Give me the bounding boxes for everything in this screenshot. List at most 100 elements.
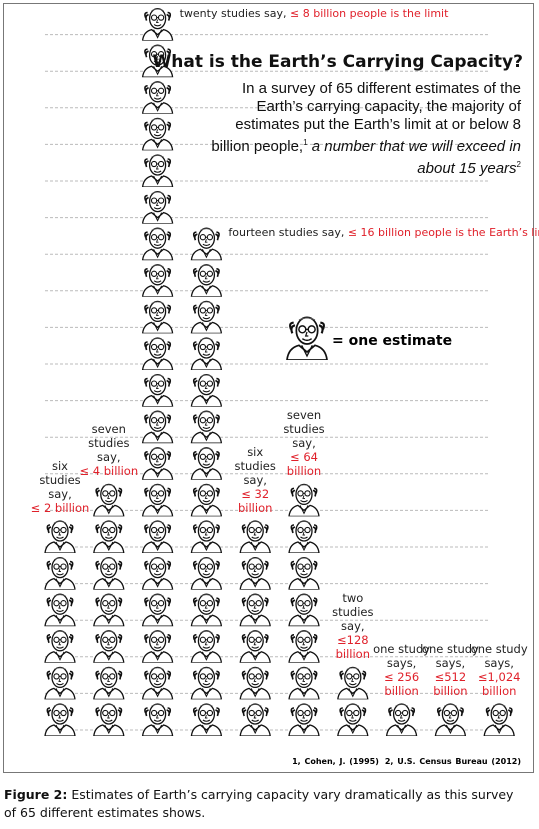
person-icon — [288, 666, 320, 700]
person-icon — [141, 593, 174, 627]
footnote-ref: 1 — [303, 138, 308, 147]
chart — [44, 7, 516, 736]
column-label: seven studies say, ≤ 4 billion — [79, 422, 139, 478]
label-text: seven studies say, — [88, 422, 130, 465]
person-icon — [190, 666, 223, 700]
label-text: one study says, — [421, 642, 479, 670]
limit-text: ≤128 billion — [335, 633, 370, 662]
person-icon — [288, 556, 320, 590]
chart-subtitle: In a survey of 65 different estimates of… — [201, 80, 521, 178]
person-icon — [239, 703, 272, 736]
person-icon — [288, 593, 320, 627]
person-icon — [93, 483, 125, 517]
person-icon — [141, 7, 174, 41]
limit-text: ≤ 16 billion people is the Earth’s limit — [347, 226, 539, 240]
caption: Figure 2: Estimates of Earth’s carrying … — [4, 786, 524, 822]
icon-column — [239, 520, 272, 736]
person-icon — [190, 373, 223, 407]
person-icon — [239, 629, 272, 663]
column-label: two studies say, ≤128 billion — [323, 591, 383, 661]
icon-column — [190, 227, 223, 736]
person-icon — [141, 629, 174, 663]
legend-icon — [285, 316, 329, 360]
person-icon — [141, 666, 174, 700]
person-icon — [141, 337, 174, 370]
person-icon — [93, 593, 125, 627]
person-icon — [483, 703, 516, 736]
person-icon — [141, 483, 174, 517]
person-icon — [239, 520, 272, 553]
icon-column — [288, 483, 320, 736]
person-icon — [239, 593, 272, 627]
label-text: one study says, — [373, 642, 431, 670]
footnote: 2, U.S. Census Bureau (2012) — [384, 757, 521, 766]
label-text: seven studies say, — [283, 408, 325, 451]
person-icon — [141, 190, 174, 224]
person-icon — [141, 227, 174, 261]
person-icon — [190, 520, 223, 553]
icon-column — [483, 703, 516, 736]
person-icon — [141, 373, 174, 407]
person-icon — [288, 629, 320, 663]
person-icon — [190, 227, 223, 261]
person-icon — [239, 666, 272, 700]
icon-column — [44, 520, 76, 736]
person-icon — [288, 483, 320, 517]
person-icon — [190, 337, 223, 370]
person-icon — [190, 263, 223, 297]
label-text: six studies say, — [234, 445, 276, 487]
person-icon — [190, 556, 223, 590]
person-icon — [44, 520, 76, 553]
person-icon — [141, 410, 174, 444]
subtitle-text: In a survey of 65 different estimates of… — [211, 80, 521, 155]
column-label: six studies say, ≤ 32 billion — [225, 445, 285, 515]
legend-label: = one estimate — [332, 333, 453, 349]
person-icon — [190, 483, 223, 517]
person-icon — [141, 263, 174, 297]
column-label: one study says, ≤ 256 billion — [372, 642, 432, 698]
person-icon — [93, 666, 125, 700]
person-icon — [141, 703, 174, 736]
footnote: 1, Cohen, J. (1995) — [292, 757, 379, 766]
icon-column — [93, 483, 125, 736]
caption-text: Estimates of Earth’s carrying capacity v… — [4, 787, 514, 820]
column-label: seven studies say, ≤ 64 billion — [274, 408, 334, 478]
subtitle-emphasis: a number that we will exceed in about 15… — [311, 138, 521, 177]
person-icon — [141, 556, 174, 590]
limit-text: ≤ 2 billion — [30, 501, 90, 515]
person-icon — [141, 300, 174, 334]
person-icon — [141, 520, 174, 553]
person-icon — [190, 703, 223, 736]
column-label: one study says, ≤512 billion — [420, 642, 480, 698]
footnotes: 1, Cohen, J. (1995) 2, U.S. Census Bureau… — [286, 757, 521, 766]
person-icon — [44, 666, 76, 700]
person-icon — [141, 446, 174, 480]
person-icon — [288, 703, 320, 736]
person-icon — [93, 520, 125, 553]
person-icon — [239, 556, 272, 590]
limit-text: ≤1,024 billion — [477, 670, 521, 698]
limit-text: ≤ 64 billion — [286, 450, 322, 479]
person-icon — [190, 593, 223, 627]
chart-title: What is the Earth’s Carrying Capacity? — [152, 52, 523, 72]
label-text: fourteen studies say, — [228, 226, 345, 240]
limit-text: ≤ 8 billion people is the limit — [290, 6, 449, 20]
column-label: twenty studies say, ≤ 8 billion people i… — [180, 7, 449, 21]
footnote-ref: 2 — [516, 160, 521, 169]
person-icon — [190, 446, 223, 480]
person-icon — [93, 556, 125, 590]
person-icon — [141, 154, 174, 187]
column-label: one study says, ≤1,024 billion — [469, 642, 529, 698]
person-icon — [336, 703, 369, 736]
icon-column — [141, 7, 174, 736]
person-icon — [44, 703, 76, 736]
person-icon — [93, 629, 125, 663]
limit-text: ≤512 billion — [433, 670, 468, 698]
limit-text: ≤ 4 billion — [79, 464, 139, 479]
person-icon — [44, 629, 76, 663]
person-icon — [190, 410, 223, 444]
person-icon — [141, 117, 174, 151]
person-icon — [385, 703, 418, 736]
label-text: two studies say, — [332, 591, 374, 634]
